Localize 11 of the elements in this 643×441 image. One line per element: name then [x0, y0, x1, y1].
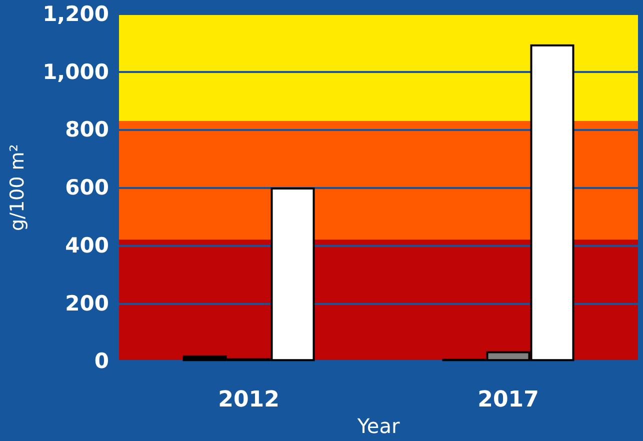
y-axis-title: g/100 m² — [6, 144, 28, 232]
y-tick-label: 800 — [65, 118, 109, 142]
y-tick-label: 1,200 — [42, 2, 109, 26]
y-tick-label: 200 — [65, 291, 109, 316]
x-tick-label: 2017 — [478, 388, 539, 413]
y-tick-label: 0 — [94, 349, 109, 374]
y-tick-label: 600 — [65, 176, 109, 200]
x-tick-label: 2012 — [218, 388, 280, 413]
y-tick-label: 400 — [65, 233, 109, 258]
y-tick-label: 1,000 — [42, 60, 109, 84]
x-axis-title: Year — [356, 414, 400, 438]
